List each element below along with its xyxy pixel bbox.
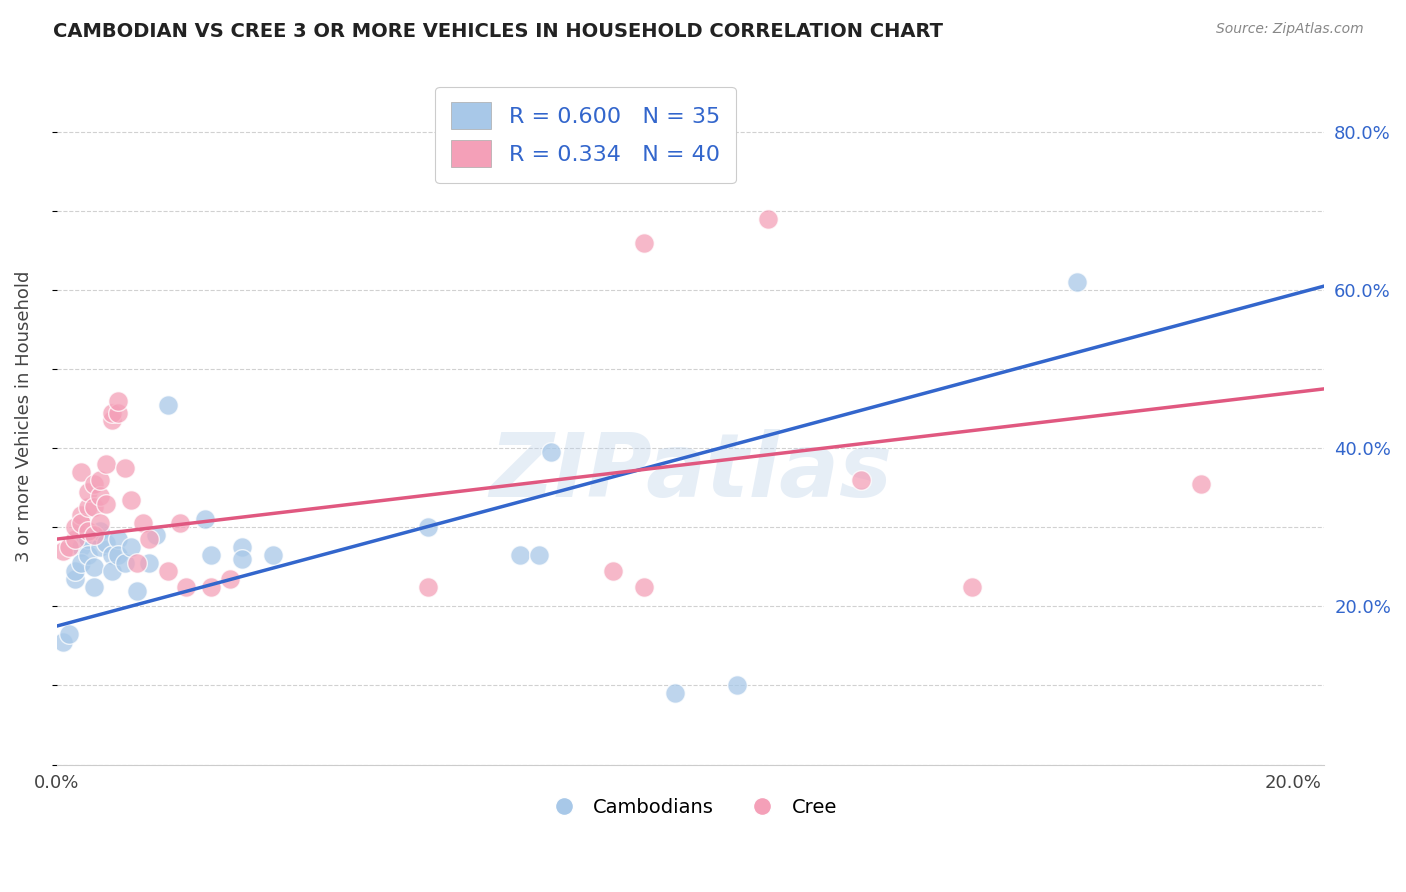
- Y-axis label: 3 or more Vehicles in Household: 3 or more Vehicles in Household: [15, 271, 32, 562]
- Text: Source: ZipAtlas.com: Source: ZipAtlas.com: [1216, 22, 1364, 37]
- Point: [114, 461, 136, 475]
- Point: [231, 552, 253, 566]
- Point: [725, 678, 748, 692]
- Point: [231, 540, 253, 554]
- Point: [194, 512, 217, 526]
- Point: [200, 548, 222, 562]
- Point: [416, 520, 439, 534]
- Point: [138, 556, 160, 570]
- Point: [101, 413, 124, 427]
- Point: [89, 516, 111, 531]
- Point: [756, 211, 779, 226]
- Point: [602, 564, 624, 578]
- Point: [58, 540, 80, 554]
- Point: [107, 548, 129, 562]
- Point: [83, 500, 105, 515]
- Point: [58, 627, 80, 641]
- Point: [176, 580, 198, 594]
- Point: [509, 548, 531, 562]
- Text: CAMBODIAN VS CREE 3 OR MORE VEHICLES IN HOUSEHOLD CORRELATION CHART: CAMBODIAN VS CREE 3 OR MORE VEHICLES IN …: [53, 22, 943, 41]
- Point: [70, 508, 93, 523]
- Point: [94, 457, 117, 471]
- Point: [107, 393, 129, 408]
- Point: [101, 548, 124, 562]
- Point: [70, 465, 93, 479]
- Point: [70, 540, 93, 554]
- Point: [83, 476, 105, 491]
- Point: [218, 572, 240, 586]
- Point: [83, 528, 105, 542]
- Point: [527, 548, 550, 562]
- Point: [76, 524, 98, 539]
- Point: [114, 556, 136, 570]
- Point: [76, 532, 98, 546]
- Point: [664, 686, 686, 700]
- Point: [89, 524, 111, 539]
- Point: [63, 572, 86, 586]
- Point: [89, 540, 111, 554]
- Point: [107, 532, 129, 546]
- Point: [83, 559, 105, 574]
- Point: [63, 564, 86, 578]
- Point: [76, 484, 98, 499]
- Point: [1189, 476, 1212, 491]
- Point: [101, 564, 124, 578]
- Text: ZIPatlas: ZIPatlas: [489, 429, 891, 516]
- Legend: Cambodians, Cree: Cambodians, Cree: [537, 789, 845, 824]
- Point: [76, 500, 98, 515]
- Point: [156, 398, 179, 412]
- Point: [960, 580, 983, 594]
- Point: [120, 492, 142, 507]
- Point: [63, 520, 86, 534]
- Point: [63, 532, 86, 546]
- Point: [540, 445, 562, 459]
- Point: [89, 489, 111, 503]
- Point: [156, 564, 179, 578]
- Point: [83, 580, 105, 594]
- Point: [94, 496, 117, 510]
- Point: [94, 536, 117, 550]
- Point: [70, 516, 93, 531]
- Point: [633, 235, 655, 250]
- Point: [138, 532, 160, 546]
- Point: [76, 548, 98, 562]
- Point: [120, 540, 142, 554]
- Point: [1066, 275, 1088, 289]
- Point: [101, 406, 124, 420]
- Point: [262, 548, 284, 562]
- Point: [107, 406, 129, 420]
- Point: [849, 473, 872, 487]
- Point: [125, 556, 148, 570]
- Point: [52, 544, 75, 558]
- Point: [70, 556, 93, 570]
- Point: [52, 635, 75, 649]
- Point: [169, 516, 191, 531]
- Point: [200, 580, 222, 594]
- Point: [132, 516, 155, 531]
- Point: [416, 580, 439, 594]
- Point: [633, 580, 655, 594]
- Point: [125, 583, 148, 598]
- Point: [145, 528, 167, 542]
- Point: [89, 473, 111, 487]
